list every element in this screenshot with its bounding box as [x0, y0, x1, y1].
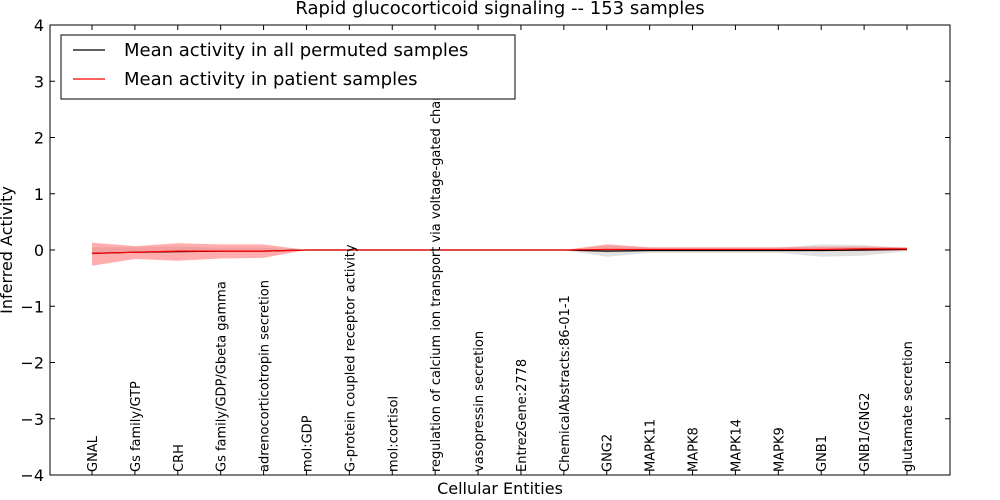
chart-title: Rapid glucocorticoid signaling -- 153 sa…: [295, 0, 704, 19]
series-line-2: [91, 248, 907, 254]
series-band-2: [92, 242, 907, 266]
legend-box: [60, 34, 516, 100]
x-tick-label: GNAL: [86, 435, 101, 472]
x-tick-label: mol:GDP: [300, 415, 315, 472]
y-tick-label: 2: [34, 129, 44, 148]
x-tick-label: GNG2: [601, 434, 616, 472]
x-tick-label: EntrezGene:2778: [515, 359, 530, 472]
x-tick-label: G-protein coupled receptor activity: [343, 244, 358, 472]
x-tick-label: vasopressin secretion: [472, 331, 487, 472]
x-tick-label: Gs family/GTP: [129, 381, 144, 472]
y-tick-label: −1: [20, 297, 44, 316]
x-tick-label: CRH: [172, 444, 187, 472]
y-axis-ticks: −4 −3 −2 −1 0 1 2 3 4: [20, 16, 950, 485]
y-tick-label: −3: [20, 410, 44, 429]
y-tick-label: 3: [34, 72, 44, 91]
y-axis-label: Inferred Activity: [0, 186, 16, 314]
x-tick-label: MAPK9: [772, 427, 787, 472]
x-tick-label: MAPK14: [729, 419, 744, 472]
confidence-bands: [92, 242, 907, 266]
x-tick-label: GNB1/GNG2: [858, 392, 873, 472]
y-tick-label: −4: [20, 466, 44, 485]
x-tick-label: Gs family/GDP/Gbeta gamma: [215, 281, 230, 472]
x-tick-label: glutamate secretion: [901, 341, 916, 472]
x-tick-label: adrenocorticotropin secretion: [258, 280, 273, 472]
x-tick-label: regulation of calcium ion transport via …: [429, 73, 444, 472]
series-lines: [91, 248, 908, 254]
y-tick-label: 0: [34, 241, 44, 260]
y-tick-label: 4: [34, 16, 44, 35]
legend-label-1: Mean activity in all permuted samples: [124, 40, 468, 61]
x-tick-label: GNB1: [815, 435, 830, 472]
plot-frame: [49, 24, 951, 476]
x-tick-label: ChemicalAbstracts:86-01-1: [558, 295, 573, 472]
x-tick-label: MAPK8: [687, 427, 702, 472]
x-tick-label: mol:cortisol: [386, 396, 401, 472]
legend: Mean activity in all permuted samples Mea…: [60, 34, 516, 100]
x-tick-label: MAPK11: [644, 419, 659, 472]
y-tick-label: 1: [34, 185, 44, 204]
legend-label-2: Mean activity in patient samples: [124, 69, 418, 90]
x-axis-label: Cellular Entities: [437, 479, 563, 498]
y-tick-label: −2: [20, 354, 44, 373]
x-axis-ticks: GNAL Gs family/GTP CRH Gs family/GDP/Gbeta …: [86, 25, 916, 475]
